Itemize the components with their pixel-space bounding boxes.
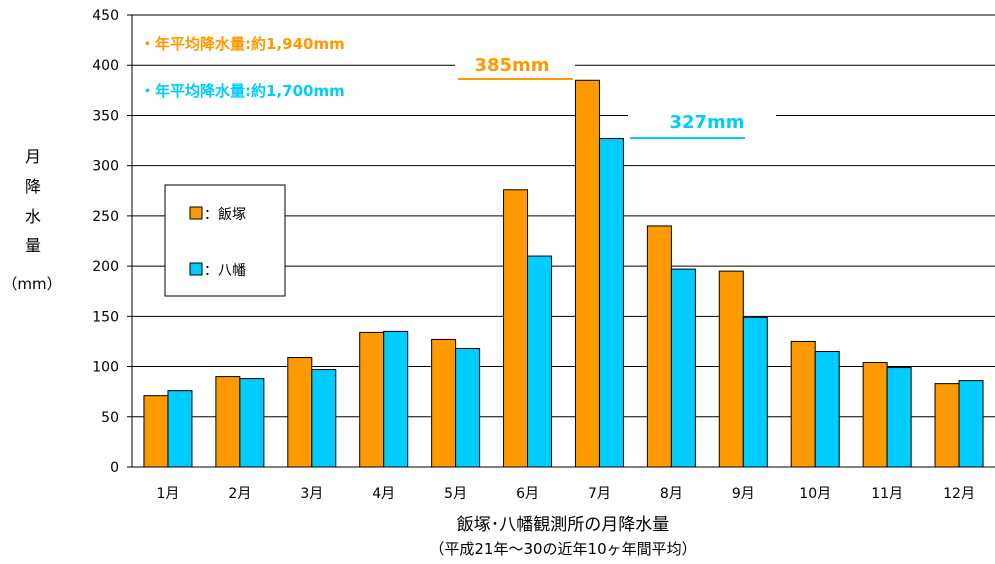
y-tick-label: 250: [92, 209, 119, 225]
legend-swatch-iizuka: [189, 206, 203, 220]
bar-yahata-4: [383, 330, 409, 468]
bars-layer: [143, 79, 984, 468]
x-tick-label: 4月: [372, 486, 395, 502]
y-tick-label: 100: [92, 360, 119, 376]
annotation-bg-2: [138, 78, 414, 102]
peak-label-iizuka: 385mm: [474, 55, 549, 76]
y-tick-label: 200: [92, 259, 119, 275]
ylabel-char-2: 降: [25, 177, 41, 196]
x-tick-label: 1月: [156, 486, 179, 502]
peak-label-yahata: 327mm: [669, 112, 744, 133]
peak-label-bg-2: [628, 107, 776, 135]
x-tick-label: 11月: [871, 486, 903, 502]
bar-iizuka-5: [431, 338, 457, 468]
annotation-bg-1: [138, 31, 414, 55]
bar-iizuka-1: [143, 395, 169, 468]
annotation-iizuka-annual: ・年平均降水量:約1,940mm: [140, 35, 345, 53]
legend-box: [164, 184, 286, 297]
chart-title: 飯塚･八幡観測所の月降水量: [457, 515, 670, 535]
x-tick-label: 9月: [732, 486, 755, 502]
legend-label-iizuka: ：飯塚: [204, 206, 246, 223]
bar-yahata-6: [527, 255, 553, 468]
legend-label-yahata: ：八幡: [204, 263, 246, 279]
bar-yahata-7: [598, 138, 624, 468]
bar-yahata-11: [886, 367, 912, 468]
x-tick-label: 2月: [228, 486, 251, 502]
bar-yahata-5: [455, 347, 481, 468]
y-tick-label: 350: [92, 108, 119, 124]
y-tick-label: 150: [92, 309, 119, 325]
x-tick-label: 8月: [660, 486, 683, 502]
bar-iizuka-11: [862, 362, 888, 468]
bar-yahata-9: [742, 316, 768, 468]
bar-iizuka-7: [574, 79, 600, 468]
bar-iizuka-2: [215, 376, 241, 468]
x-tick-labels: 1月 2月 3月 4月 5月 6月 7月 8月 9月 10月 11月 12月: [156, 486, 974, 502]
bar-iizuka-12: [934, 383, 960, 468]
x-tick-label: 7月: [588, 486, 611, 502]
y-tick-label: 450: [92, 8, 119, 24]
bar-iizuka-9: [718, 270, 744, 468]
bar-iizuka-8: [646, 225, 672, 468]
bar-iizuka-3: [287, 357, 313, 468]
y-tick-labels: 0 50 100 150 200 250 300 350 400 450: [92, 8, 119, 476]
bar-yahata-1: [167, 390, 193, 468]
x-tick-label: 3月: [300, 486, 323, 502]
bar-yahata-12: [958, 380, 984, 468]
bar-yahata-10: [814, 350, 840, 468]
ylabel-char-3: 水: [25, 207, 41, 226]
y-tick-label: 50: [101, 410, 119, 426]
ylabel-char-4: 量: [25, 236, 41, 255]
ylabel-unit: （mm）: [2, 275, 61, 293]
legend-swatch-yahata: [189, 262, 203, 276]
x-tick-label: 12月: [943, 486, 975, 502]
chart-subtitle: （平成21年～30の近年10ヶ年間平均）: [429, 540, 696, 558]
y-tick-label: 300: [92, 159, 119, 175]
bar-yahata-2: [239, 378, 265, 468]
annotation-yahata-annual: ・年平均降水量:約1,700mm: [140, 82, 345, 100]
y-tick-label: 0: [110, 460, 119, 476]
y-tick-label: 400: [92, 58, 119, 74]
peak-label-bg-1: [455, 50, 575, 78]
bar-iizuka-4: [359, 331, 385, 468]
bar-iizuka-6: [503, 189, 529, 468]
legend: ：飯塚 ：八幡: [164, 184, 286, 297]
x-tick-label: 5月: [444, 486, 467, 502]
ylabel-char-1: 月: [25, 147, 41, 166]
bar-yahata-8: [670, 268, 696, 468]
bar-iizuka-10: [790, 340, 816, 468]
bar-yahata-3: [311, 369, 337, 468]
x-tick-label: 10月: [799, 486, 831, 502]
x-tick-label: 6月: [516, 486, 539, 502]
